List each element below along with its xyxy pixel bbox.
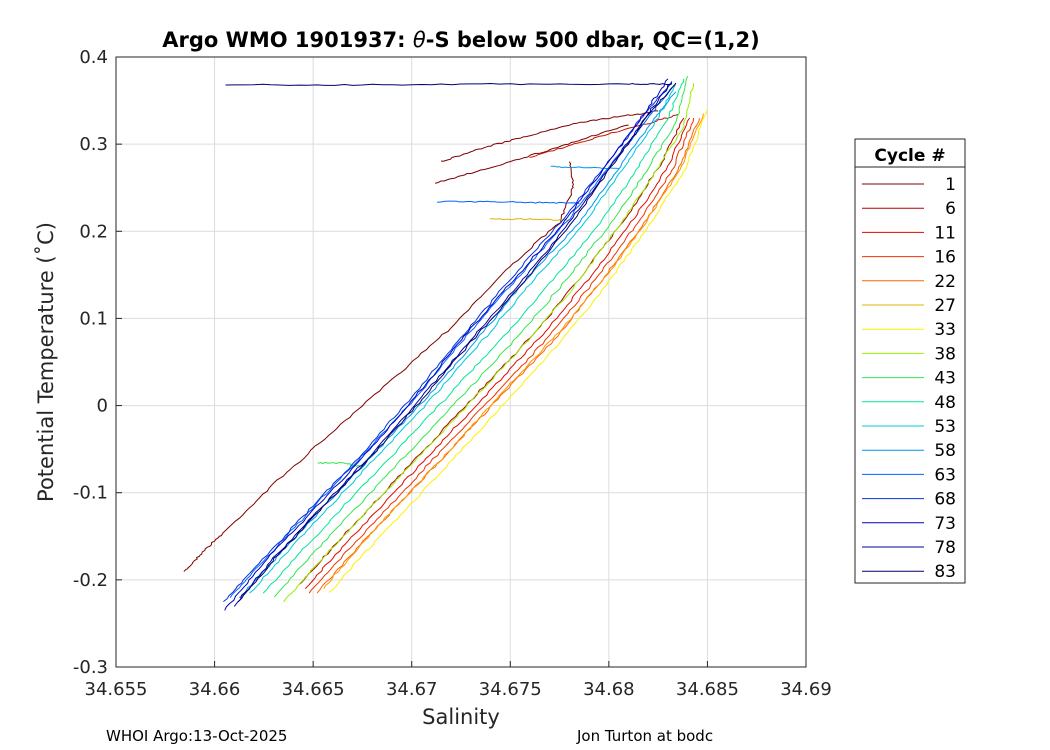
legend-title: Cycle #	[874, 146, 945, 166]
legend-label-cycle-16: 16	[934, 248, 956, 268]
series-line-cycle-83b	[225, 83, 672, 86]
series-line-cycle-16	[308, 117, 695, 594]
series-line-cycle-78	[233, 81, 673, 607]
series-group	[183, 75, 708, 611]
series-line-cycle-58	[239, 91, 677, 599]
legend-label-cycle-27: 27	[934, 296, 956, 316]
series-line-cycle-43	[273, 75, 689, 598]
y-tick-label: 0.4	[79, 47, 108, 68]
legend-label-cycle-43: 43	[934, 369, 956, 389]
x-axis-label: Salinity	[422, 705, 500, 729]
y-tick-label: -0.2	[73, 570, 108, 591]
y-tick-labels: -0.3 -0.2 -0.1 0 0.1 0.2 0.3 0.4	[73, 47, 108, 678]
legend-label-cycle-58: 58	[934, 441, 956, 461]
x-tick-label: 34.69	[780, 679, 832, 700]
series-line-cycle-83	[237, 82, 677, 603]
plot-area	[116, 57, 806, 667]
legend-label-cycle-1: 1	[945, 175, 956, 195]
legend-label-cycle-73: 73	[934, 514, 956, 534]
title-theta: θ	[413, 28, 426, 52]
chart-title: Argo WMO 1901937: θ-S below 500 dbar, QC…	[162, 28, 759, 52]
legend-label-cycle-68: 68	[934, 490, 956, 510]
y-tick-label: 0.1	[79, 308, 108, 329]
series-line-cycle-48	[262, 78, 685, 594]
legend-label-cycle-33: 33	[934, 320, 956, 340]
series-line-cycle-1	[183, 161, 574, 572]
footer-right: Jon Turton at bodc	[576, 727, 713, 745]
series-line-cycle-53	[249, 82, 677, 594]
x-tick-label: 34.675	[479, 679, 542, 700]
x-tick-label: 34.68	[583, 679, 635, 700]
footer-left: WHOI Argo:13-Oct-2025	[106, 727, 287, 745]
y-tick-label: -0.1	[73, 483, 108, 504]
y-tick-label: 0.2	[79, 221, 108, 242]
legend-label-cycle-83: 83	[934, 562, 956, 582]
series-line-cycle-68	[223, 82, 673, 602]
y-tick-label: 0.3	[79, 134, 108, 155]
legend-label-cycle-63: 63	[934, 465, 956, 485]
series-line-cycle-73	[224, 78, 669, 611]
series-line-cycle-11	[304, 117, 691, 590]
series-line-cycle-6b	[529, 114, 679, 158]
series-line-cycle-43b	[317, 462, 363, 467]
legend-label-cycle-38: 38	[934, 344, 956, 364]
x-tick-labels: 34.655 34.66 34.665 34.67 34.675 34.68 34.685 3…	[85, 679, 832, 700]
series-line-cycle-27b	[489, 218, 570, 221]
y-tick-label: -0.3	[73, 657, 108, 678]
y-axis-label: Potential Temperature (˚C)	[34, 222, 58, 502]
series-line-cycle-63b	[437, 200, 580, 204]
legend-label-cycle-6: 6	[945, 199, 956, 219]
title-suffix: -S below 500 dbar, QC=(1,2)	[426, 28, 760, 52]
series-line-cycle-27	[323, 113, 704, 590]
x-tick-label: 34.67	[386, 679, 438, 700]
series-line-cycle-1b	[441, 110, 659, 162]
legend-label-cycle-11: 11	[934, 223, 956, 243]
legend-box	[854, 138, 966, 584]
legend-label-cycle-48: 48	[934, 393, 956, 413]
x-tick-label: 34.655	[85, 679, 148, 700]
x-tick-label: 34.665	[282, 679, 345, 700]
series-line-cycle-38	[283, 83, 695, 603]
legend-label-cycle-78: 78	[934, 538, 956, 558]
title-prefix: Argo WMO 1901937:	[162, 28, 413, 52]
axes-box	[115, 56, 807, 668]
y-tick-label: 0	[97, 396, 108, 417]
legend-label-cycle-53: 53	[934, 417, 956, 437]
x-tick-label: 34.66	[189, 679, 241, 700]
legend-label-cycle-22: 22	[934, 272, 956, 292]
series-line-cycle-33	[328, 109, 708, 593]
series-line-cycle-1c	[434, 124, 629, 184]
x-tick-label: 34.685	[676, 679, 739, 700]
